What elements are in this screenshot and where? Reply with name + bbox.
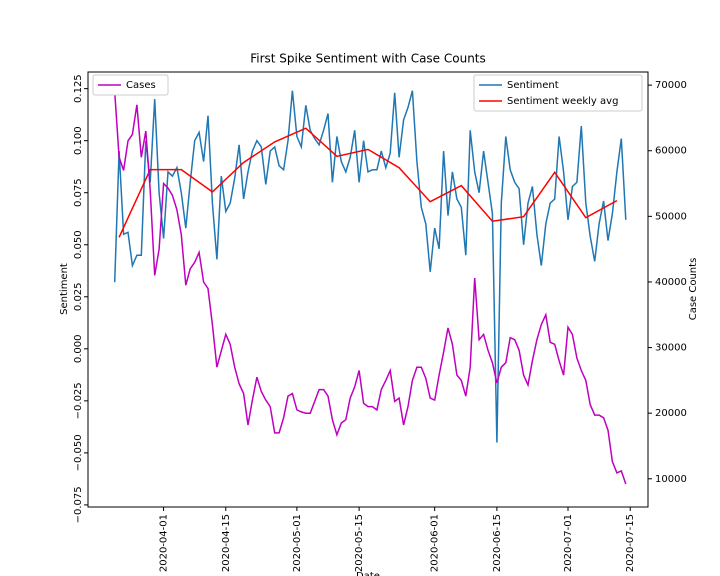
y2-tick-label: 70000 bbox=[655, 80, 687, 91]
legend-box bbox=[473, 74, 643, 112]
series-line bbox=[113, 90, 627, 443]
x-tick-label: 2020-04-01 bbox=[159, 514, 170, 572]
series-line bbox=[118, 127, 618, 238]
legend-label: Sentiment weekly avg bbox=[507, 96, 618, 107]
y2-tick-label: 60000 bbox=[655, 146, 687, 157]
x-tick-label: 2020-06-15 bbox=[492, 514, 503, 572]
x-tick-label: 2020-05-15 bbox=[354, 514, 365, 572]
x-tick-label: 2020-07-01 bbox=[563, 514, 574, 572]
legend-box bbox=[92, 74, 169, 96]
y-axis-label: Sentiment bbox=[59, 263, 70, 315]
chart-title: First Spike Sentiment with Case Counts bbox=[250, 52, 486, 66]
y2-tick-label: 30000 bbox=[655, 343, 687, 354]
legend-label: Cases bbox=[126, 80, 156, 91]
y2-tick-label: 40000 bbox=[655, 277, 687, 288]
y-tick-label: −0.050 bbox=[73, 434, 84, 471]
legend-label: Sentiment bbox=[507, 80, 559, 91]
y2-tick-label: 50000 bbox=[655, 211, 687, 222]
y-tick-label: 0.050 bbox=[73, 230, 84, 259]
series-line bbox=[113, 91, 627, 485]
y-tick-label: 0.025 bbox=[73, 282, 84, 311]
x-tick-label: 2020-05-01 bbox=[292, 514, 303, 572]
x-axis-label: Date bbox=[356, 571, 380, 576]
x-tick-label: 2020-04-15 bbox=[221, 514, 232, 572]
y-tick-label: −0.025 bbox=[73, 382, 84, 419]
y-tick-label: 0.100 bbox=[73, 126, 84, 155]
y-tick-label: 0.000 bbox=[73, 334, 84, 363]
y-tick-label: −0.075 bbox=[73, 486, 84, 523]
y2-axis-label: Case Counts bbox=[688, 258, 699, 321]
y2-tick-label: 10000 bbox=[655, 474, 687, 485]
y-tick-label: 0.075 bbox=[73, 178, 84, 207]
y2-tick-label: 20000 bbox=[655, 408, 687, 419]
x-tick-label: 2020-07-15 bbox=[625, 514, 636, 572]
plot-frame bbox=[87, 71, 649, 508]
x-tick-label: 2020-06-01 bbox=[430, 514, 441, 572]
y-tick-label: 0.125 bbox=[73, 74, 84, 103]
